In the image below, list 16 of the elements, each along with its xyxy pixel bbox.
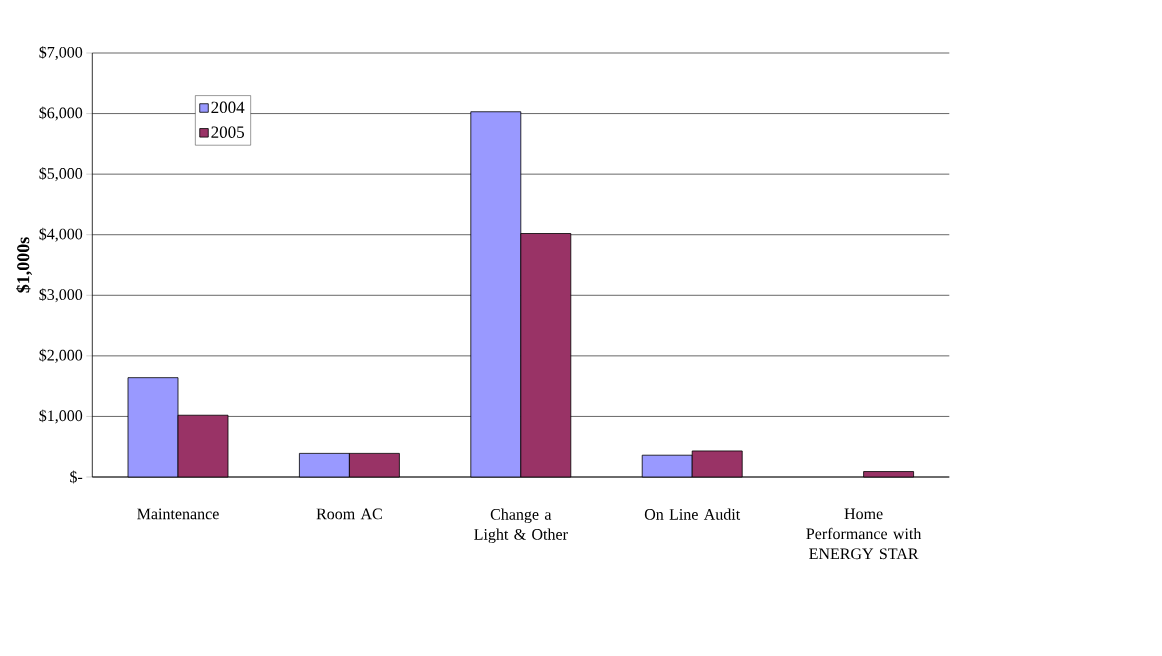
y-tick-label: $- — [70, 470, 83, 484]
x-tick-label: Room AC — [316, 508, 382, 520]
y-tick-label: $5,000 — [39, 167, 83, 182]
y-axis-title: $1,000s — [16, 237, 32, 293]
legend-label: 2004 — [211, 101, 245, 114]
x-tick-label: Home Performance with ENERGY STAR — [806, 508, 922, 560]
y-tick-label: $2,000 — [39, 348, 83, 363]
y-tick-label: $4,000 — [39, 227, 83, 242]
legend-label: 2005 — [211, 126, 245, 138]
x-tick-label: On Line Audit — [644, 508, 741, 520]
y-tick-label: $6,000 — [39, 106, 83, 121]
y-tick-label: $1,000 — [39, 409, 83, 424]
x-tick-label: Change a Light & Other — [474, 508, 568, 544]
y-tick-label: $3,000 — [39, 288, 83, 303]
x-tick-label: Maintenance — [137, 508, 219, 520]
y-tick-label: $7,000 — [39, 45, 83, 61]
